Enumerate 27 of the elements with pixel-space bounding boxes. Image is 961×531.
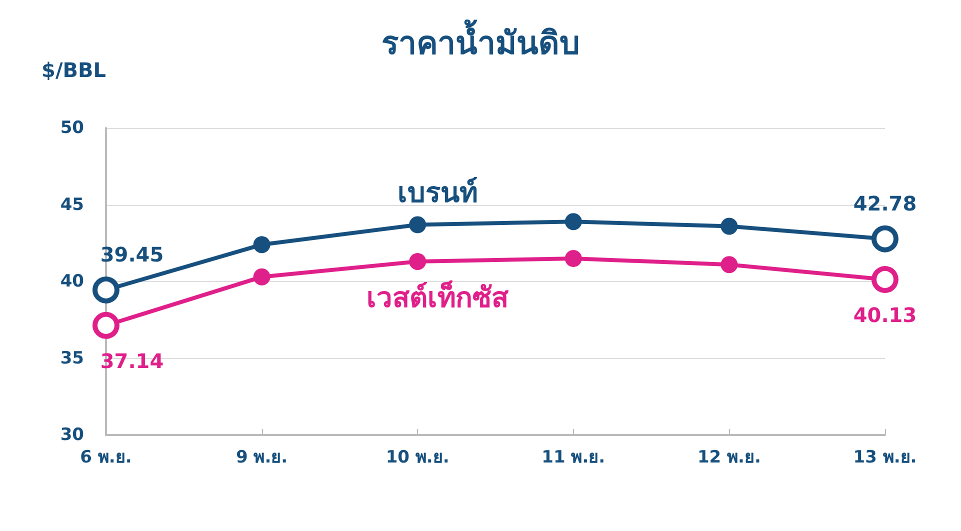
x-tick-label: 10 พ.ย.: [386, 448, 450, 468]
x-tick-label: 11 พ.ย.: [542, 448, 606, 468]
series-label: เบรนท์: [398, 176, 478, 210]
data-label: 37.14: [100, 348, 164, 373]
chart-title: ราคาน้ำมันดิบ: [382, 19, 580, 62]
point: [564, 250, 582, 267]
point: [720, 218, 738, 235]
x-tick-label: 13 พ.ย.: [853, 448, 917, 468]
point: [253, 268, 270, 286]
point: [720, 256, 738, 274]
point: [409, 216, 426, 234]
x-tick-label: 9 พ.ย.: [236, 448, 288, 468]
x-tick-label: 12 พ.ย.: [697, 448, 761, 468]
point: [409, 253, 426, 270]
data-label: 42.78: [853, 191, 917, 216]
point: [564, 213, 582, 230]
data-label: 40.13: [853, 303, 917, 328]
data-label: 39.45: [100, 242, 164, 266]
y-tick-label: 30: [60, 425, 84, 445]
y-axis-title: $/BBL: [42, 58, 106, 82]
y-tick-label: 50: [60, 118, 84, 138]
x-tick-label: 6 พ.ย.: [80, 448, 132, 468]
y-tick-label: 40: [60, 272, 84, 292]
y-tick-label: 35: [60, 348, 84, 368]
point: [253, 236, 270, 254]
y-tick-label: 45: [60, 194, 84, 215]
series-label: เวสต์เท็กซัส: [366, 280, 510, 314]
